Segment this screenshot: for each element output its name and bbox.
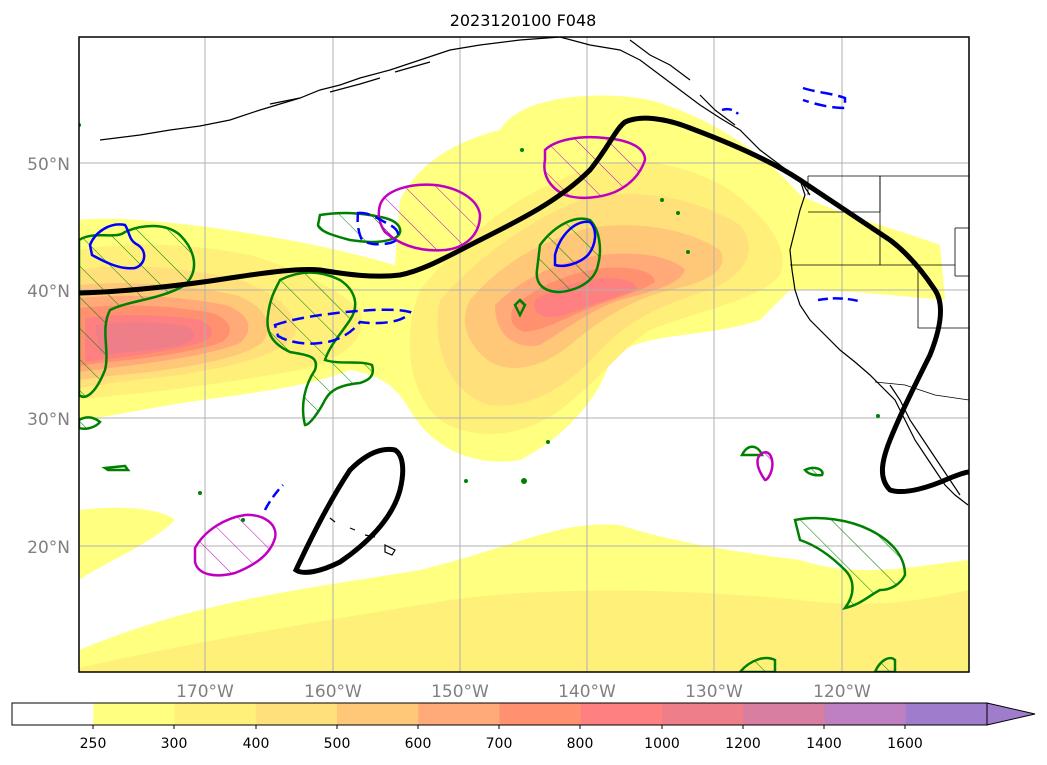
blue-contour-dash-3 <box>802 86 847 110</box>
green-contour-core <box>535 217 602 294</box>
colorbar-cell <box>174 703 257 725</box>
lon-label-140w: 140°W <box>558 682 616 702</box>
colorbar-label-600: 600 <box>405 736 432 752</box>
blue-contours <box>88 86 863 511</box>
colorbar-labels: 250 300 400 500 600 700 800 1000 1200 14… <box>80 736 923 752</box>
lon-label-160w: 160°W <box>304 682 362 702</box>
lat-label-40n: 40°N <box>27 282 70 302</box>
green-contour-small6 <box>738 656 777 672</box>
lat-label-30n: 30°N <box>27 410 70 430</box>
lat-label-50n: 50°N <box>27 155 70 175</box>
colorbar: 250 300 400 500 600 700 800 1000 1200 14… <box>11 702 1036 752</box>
blue-contour-dash-6 <box>721 107 739 115</box>
magenta-contour-4 <box>756 451 774 482</box>
lon-label-170w: 170°W <box>176 682 234 702</box>
colorbar-cell <box>824 703 907 725</box>
lat-label-20n: 20°N <box>27 538 70 558</box>
colorbar-cell <box>905 703 988 725</box>
green-contour-west <box>79 224 196 398</box>
magenta-contour-3 <box>193 513 277 577</box>
green-contour-small5 <box>101 464 131 472</box>
colorbar-label-250: 250 <box>80 736 107 752</box>
colorbar-label-1200: 1200 <box>725 736 761 752</box>
blue-contour-dash-4 <box>817 297 863 304</box>
ivt-band-300c <box>79 590 969 672</box>
green-contour-small4 <box>79 416 102 430</box>
colorbar-cell <box>418 703 500 725</box>
magenta-contour-1 <box>377 183 482 252</box>
colorbar-extend-arrow <box>986 702 1036 726</box>
blue-contour-dash-5 <box>263 484 284 511</box>
latitude-labels: 50°N 40°N 30°N 20°N <box>27 155 70 558</box>
green-contour-small1 <box>513 298 527 318</box>
ivt-band-250b <box>79 507 175 580</box>
green-contour-small7 <box>873 656 897 672</box>
jet-contours <box>79 115 969 575</box>
coastlines <box>99 37 969 556</box>
ivt-band-1000 <box>95 322 195 355</box>
colorbar-label-300: 300 <box>161 736 188 752</box>
colorbar-cell <box>662 703 744 725</box>
chart-title: 2023120100 F048 <box>450 11 597 30</box>
blue-contour-solid-1 <box>88 223 146 270</box>
colorbar-label-400: 400 <box>243 736 270 752</box>
lon-label-150w: 150°W <box>431 682 489 702</box>
political-borders <box>790 175 969 401</box>
blue-contour-dash-2 <box>356 211 400 246</box>
magenta-contours <box>193 135 774 577</box>
ivt-band-800b <box>534 278 636 317</box>
colorbar-ticks <box>92 725 906 729</box>
ivt-filled-contours <box>79 95 969 672</box>
colorbar-cell <box>499 703 582 725</box>
colorbar-cells <box>12 703 988 725</box>
colorbar-cell <box>337 703 419 725</box>
lon-label-120w: 120°W <box>813 682 871 702</box>
colorbar-cell <box>580 703 663 725</box>
colorbar-label-1000: 1000 <box>644 736 680 752</box>
colorbar-label-800: 800 <box>567 736 594 752</box>
colorbar-cell <box>12 703 94 725</box>
green-contour-se <box>793 516 907 610</box>
colorbar-label-1600: 1600 <box>887 736 923 752</box>
green-contour-small3 <box>803 466 824 477</box>
blue-contour-solid-2 <box>553 220 597 268</box>
colorbar-cell <box>255 703 338 725</box>
colorbar-label-1400: 1400 <box>806 736 842 752</box>
longitude-labels: 170°W 160°W 150°W 140°W 130°W 120°W <box>176 682 871 702</box>
colorbar-cell <box>93 703 175 725</box>
blue-contour-dash-1 <box>273 308 412 345</box>
jet-contour-main <box>79 115 969 494</box>
colorbar-label-700: 700 <box>486 736 513 752</box>
colorbar-label-500: 500 <box>324 736 351 752</box>
lon-label-130w: 130°W <box>685 682 743 702</box>
map-frame <box>78 36 970 673</box>
jet-contour-loop <box>292 446 406 575</box>
colorbar-cell <box>743 703 825 725</box>
